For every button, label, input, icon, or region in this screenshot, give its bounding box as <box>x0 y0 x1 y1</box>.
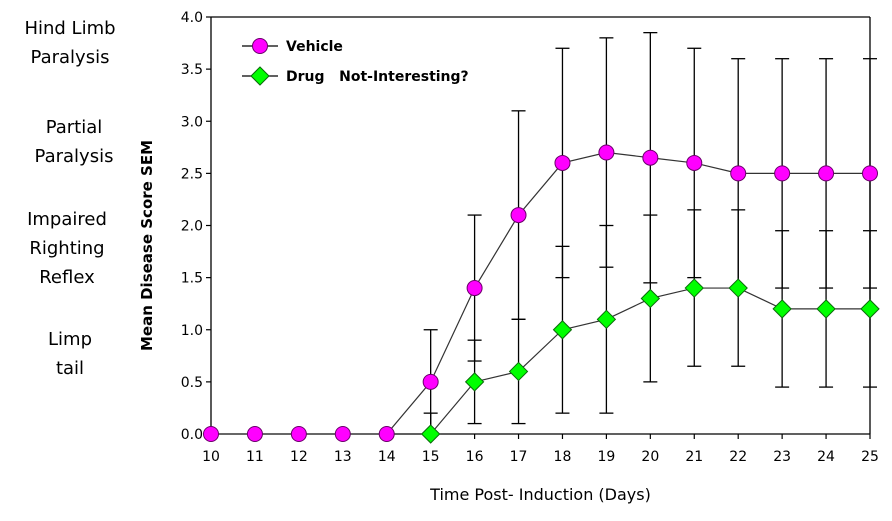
severity-label-line: Paralysis <box>30 47 110 68</box>
x-tick-label: 24 <box>817 449 835 465</box>
legend-diamond-icon <box>250 66 270 86</box>
vehicle-point <box>818 165 835 182</box>
drug-point <box>684 278 704 298</box>
vehicle-point <box>554 154 571 171</box>
drug-point <box>596 309 617 330</box>
y-axis-title: Mean Disease Score SEM <box>138 140 156 351</box>
x-tick-label: 12 <box>290 449 308 465</box>
y-tick-label: 2.0 <box>181 219 203 235</box>
x-tick-label: 16 <box>466 449 484 465</box>
y-tick-label: 2.5 <box>181 166 203 182</box>
x-tick-label: 13 <box>334 449 352 465</box>
vehicle-point <box>203 426 219 442</box>
vehicle-point <box>598 144 615 161</box>
x-tick-label: 11 <box>246 449 264 465</box>
severity-label-line: Limp <box>48 329 92 350</box>
severity-label-line: Partial <box>45 117 103 138</box>
drug-point <box>464 372 485 392</box>
y-tick-label: 0.0 <box>181 427 203 443</box>
severity-label: Impaired Righting Reflex <box>7 205 127 292</box>
vehicle-point <box>686 154 703 171</box>
legend-label: Vehicle <box>286 39 343 55</box>
severity-label: Partial Paralysis <box>14 113 134 171</box>
vehicle-point <box>774 165 791 182</box>
error-bars <box>423 31 877 434</box>
drug-point <box>728 278 748 298</box>
vehicle-point <box>378 426 395 442</box>
severity-label-line: Impaired <box>27 209 107 230</box>
series-line <box>211 151 870 435</box>
drug-point <box>552 320 573 340</box>
severity-label-line: Hind Limb <box>24 18 116 39</box>
vehicle-point <box>422 373 439 390</box>
legend-label: Drug Not-Interesting? <box>286 69 469 85</box>
y-tick-label: 4.0 <box>181 10 203 26</box>
drug-point <box>420 424 441 444</box>
legend-circle-icon <box>252 38 268 54</box>
legend: Vehicle Drug Not-Interesting? <box>242 38 469 86</box>
x-tick-label: 10 <box>202 449 220 465</box>
x-axis-title: Time Post- Induction (Days) <box>429 485 651 504</box>
drug-point <box>772 299 792 319</box>
vehicle-point <box>862 165 878 182</box>
drug-point <box>816 299 836 319</box>
x-tick-label: 21 <box>685 449 703 465</box>
severity-label-line: Reflex <box>39 267 95 288</box>
series-lines <box>211 151 870 435</box>
severity-label: Hind Limb Paralysis <box>10 14 130 72</box>
drug-point <box>508 361 529 382</box>
severity-label-line: Paralysis <box>34 146 114 167</box>
x-tick-label: 19 <box>597 449 615 465</box>
x-tick-label: 20 <box>641 449 659 465</box>
severity-label: Limp tail <box>10 325 130 383</box>
vehicle-point <box>246 426 263 442</box>
y-tick-label: 1.0 <box>181 323 203 339</box>
y-tick-label: 1.5 <box>181 271 203 287</box>
severity-label-line: tail <box>55 358 85 379</box>
drug-point <box>860 299 880 319</box>
vehicle-point <box>510 207 527 224</box>
series-markers <box>203 144 880 444</box>
vehicle-point <box>642 149 659 166</box>
axes: 0.0 0.5 1.0 1.5 2.0 2.5 3.0 3.5 4.0 10 11 12 13 14 15 1… <box>181 10 879 465</box>
drug-point <box>640 288 661 309</box>
y-tick-label: 3.0 <box>181 114 203 130</box>
x-tick-label: 18 <box>554 449 572 465</box>
y-tick-label: 0.5 <box>181 375 203 391</box>
x-tick-label: 17 <box>510 449 528 465</box>
vehicle-point <box>466 280 483 297</box>
x-tick-label: 14 <box>378 449 396 465</box>
x-tick-label: 23 <box>773 449 791 465</box>
y-tick-label: 3.5 <box>181 62 203 78</box>
vehicle-point <box>290 426 307 442</box>
x-tick-label: 22 <box>729 449 747 465</box>
vehicle-point <box>730 165 747 182</box>
x-tick-label: 15 <box>422 449 440 465</box>
severity-label-line: Righting <box>29 238 105 259</box>
x-tick-label: 25 <box>861 449 879 465</box>
vehicle-point <box>334 426 351 442</box>
